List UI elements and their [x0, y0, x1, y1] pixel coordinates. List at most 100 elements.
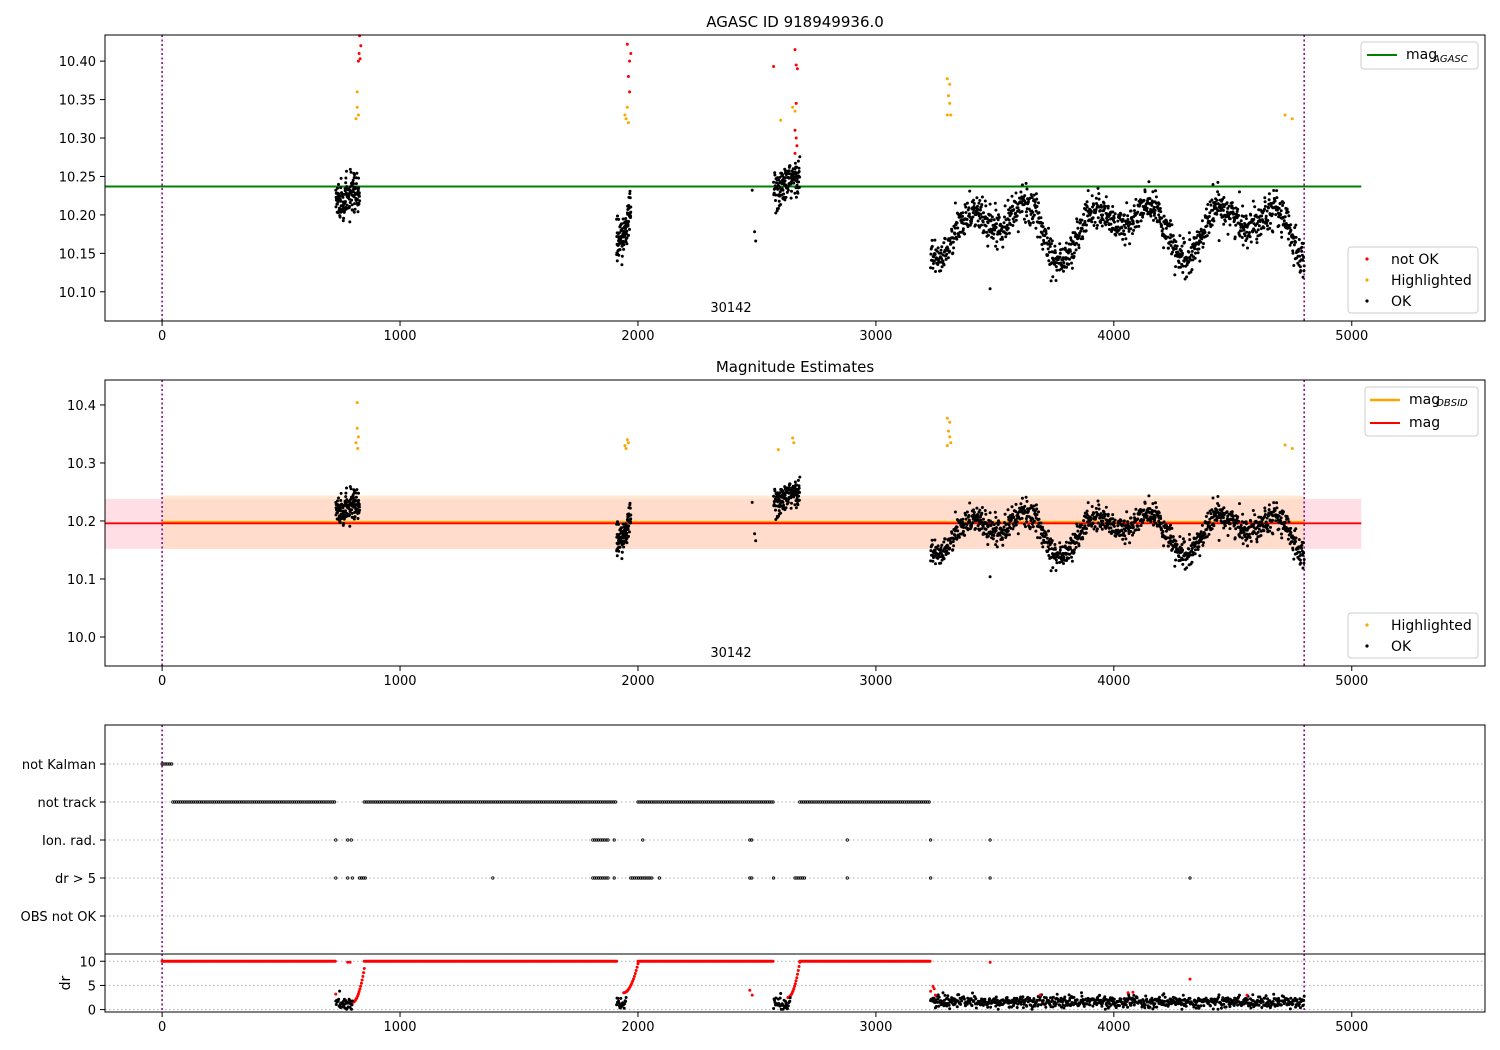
- ok-point: [1142, 518, 1146, 522]
- flag-point: [594, 838, 599, 842]
- flag-point: [591, 800, 595, 804]
- ok-point: [1098, 516, 1102, 520]
- ok-point: [1271, 518, 1274, 522]
- ok-point: [1294, 527, 1298, 531]
- ok-point: [1047, 250, 1051, 254]
- ok-point: [1126, 218, 1130, 221]
- dr-point: [615, 1003, 619, 1007]
- flag-point: [683, 800, 688, 804]
- ok-point: [1238, 234, 1242, 238]
- ok-point: [1085, 200, 1089, 204]
- ok-point: [942, 263, 946, 267]
- ok-point: [1041, 247, 1045, 251]
- ok-point: [1045, 236, 1049, 240]
- ok-point: [1244, 217, 1248, 221]
- dr-ramp-point: [631, 979, 635, 983]
- ok-point: [339, 186, 343, 190]
- ok-point: [993, 201, 997, 205]
- flag-point: [746, 800, 751, 804]
- ok-point: [994, 529, 998, 532]
- dr-point: [941, 991, 945, 995]
- ok-point: [779, 203, 783, 206]
- ok-point: [1199, 540, 1203, 543]
- ok-point: [625, 531, 629, 535]
- ok-point: [1212, 524, 1216, 528]
- ok-point: [1052, 259, 1056, 263]
- ok-point: [355, 171, 359, 175]
- flag-point: [642, 876, 646, 880]
- flag-point: [359, 876, 364, 880]
- ok-point: [1041, 525, 1044, 529]
- ok-point: [1141, 215, 1145, 219]
- ok-point: [1267, 514, 1270, 518]
- flag-point: [600, 838, 604, 842]
- flag-point: [748, 876, 752, 880]
- ok-point: [1217, 516, 1220, 520]
- flag-point: [606, 876, 610, 880]
- ok-point: [941, 253, 945, 257]
- flag-point: [889, 800, 893, 804]
- ok-point: [1292, 557, 1296, 561]
- ok-point: [1271, 212, 1274, 216]
- flag-point: [277, 800, 281, 804]
- flag-point: [473, 800, 477, 804]
- ok-point: [986, 543, 990, 546]
- ok-point: [950, 531, 954, 535]
- ok-point: [936, 246, 940, 250]
- ok-point: [1274, 519, 1278, 523]
- flag-point: [332, 800, 337, 804]
- ok-point: [754, 539, 758, 543]
- flag-point: [385, 800, 389, 804]
- ok-point: [1041, 225, 1045, 229]
- flag-point: [750, 876, 754, 880]
- ok-point: [1123, 233, 1127, 236]
- ok-point: [1210, 198, 1214, 202]
- flag-point: [585, 800, 589, 804]
- not-ok-point: [628, 59, 632, 63]
- ok-point: [1174, 558, 1178, 562]
- highlighted-point: [356, 447, 360, 450]
- flag-point: [534, 800, 538, 804]
- ok-point: [628, 530, 631, 534]
- ok-point: [976, 211, 980, 215]
- ok-point: [995, 539, 999, 543]
- ok-point: [1244, 522, 1248, 526]
- ok-point: [1129, 209, 1133, 213]
- ok-point: [1100, 224, 1104, 228]
- ok-point: [934, 270, 937, 273]
- ok-point: [354, 176, 358, 180]
- ok-point: [1217, 504, 1221, 508]
- flag-point: [642, 800, 646, 804]
- flag-point: [495, 800, 500, 804]
- flag-point: [446, 800, 450, 804]
- ok-point: [1162, 544, 1166, 548]
- ok-point: [1005, 533, 1009, 537]
- ok-point: [1111, 517, 1115, 521]
- flag-point: [721, 800, 726, 804]
- ok-point: [1272, 501, 1276, 505]
- ok-point: [1154, 501, 1157, 505]
- flag-point: [600, 800, 604, 804]
- dr-point: [622, 1006, 626, 1010]
- ok-point: [1255, 540, 1259, 544]
- ok-point: [980, 215, 984, 219]
- ok-point: [797, 494, 801, 498]
- ok-point: [1127, 229, 1131, 233]
- ok-point: [624, 227, 627, 231]
- ok-point: [958, 215, 962, 219]
- ok-point: [976, 524, 980, 528]
- ok-point: [1204, 515, 1208, 518]
- flag-point: [811, 800, 815, 804]
- ok-point: [1094, 506, 1098, 510]
- dr-point: [619, 996, 623, 1000]
- ok-point: [1259, 232, 1263, 236]
- ok-point: [1134, 197, 1138, 201]
- flag-point: [912, 800, 916, 804]
- ok-point: [940, 245, 944, 249]
- ok-point: [796, 503, 800, 507]
- flag-point: [184, 800, 188, 804]
- agasc-panel: AGASC ID 918949936.0 10.1010.1510.2010.2…: [59, 13, 1486, 344]
- ok-point: [1177, 555, 1181, 559]
- ok-point: [1033, 200, 1037, 204]
- ok-point: [1149, 520, 1153, 524]
